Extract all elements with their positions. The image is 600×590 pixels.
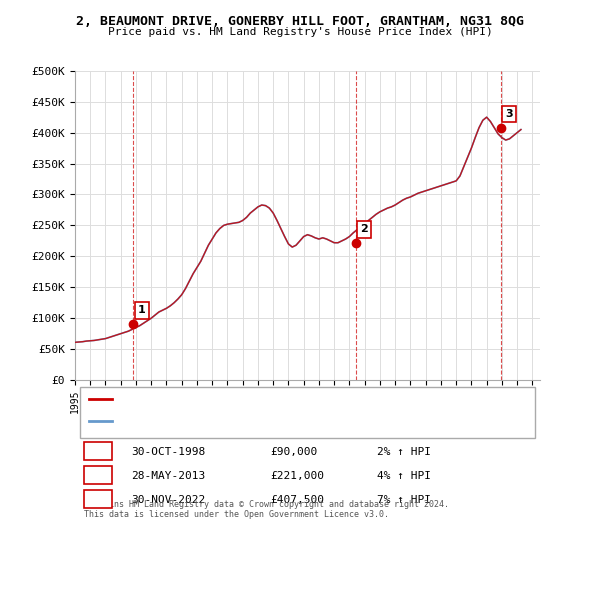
Text: 2, BEAUMONT DRIVE, GONERBY HILL FOOT, GRANTHAM, NG31 8QG: 2, BEAUMONT DRIVE, GONERBY HILL FOOT, GR… — [76, 15, 524, 28]
Text: 2% ↑ HPI: 2% ↑ HPI — [377, 447, 431, 457]
Text: 2: 2 — [360, 224, 368, 234]
FancyBboxPatch shape — [84, 490, 112, 508]
Text: £90,000: £90,000 — [270, 447, 317, 457]
Text: £407,500: £407,500 — [270, 495, 324, 505]
Text: 28-MAY-2013: 28-MAY-2013 — [131, 471, 205, 481]
Text: Price paid vs. HM Land Registry's House Price Index (HPI): Price paid vs. HM Land Registry's House … — [107, 27, 493, 37]
Text: 2: 2 — [95, 471, 101, 481]
Text: 30-NOV-2022: 30-NOV-2022 — [131, 495, 205, 505]
Text: 4% ↑ HPI: 4% ↑ HPI — [377, 471, 431, 481]
Text: HPI: Average price, detached house, South Kesteven: HPI: Average price, detached house, Sout… — [121, 417, 390, 425]
FancyBboxPatch shape — [84, 442, 112, 460]
Text: 7% ↑ HPI: 7% ↑ HPI — [377, 495, 431, 505]
Text: 1: 1 — [95, 447, 101, 457]
Text: £221,000: £221,000 — [270, 471, 324, 481]
FancyBboxPatch shape — [80, 388, 535, 438]
FancyBboxPatch shape — [84, 466, 112, 484]
Text: 3: 3 — [95, 495, 101, 505]
Text: 30-OCT-1998: 30-OCT-1998 — [131, 447, 205, 457]
Text: Contains HM Land Registry data © Crown copyright and database right 2024.
This d: Contains HM Land Registry data © Crown c… — [84, 500, 449, 519]
Text: 3: 3 — [505, 109, 513, 119]
Text: 1: 1 — [138, 305, 146, 315]
Text: 2, BEAUMONT DRIVE, GONERBY HILL FOOT, GRANTHAM, NG31 8QG (detached house): 2, BEAUMONT DRIVE, GONERBY HILL FOOT, GR… — [121, 394, 514, 403]
